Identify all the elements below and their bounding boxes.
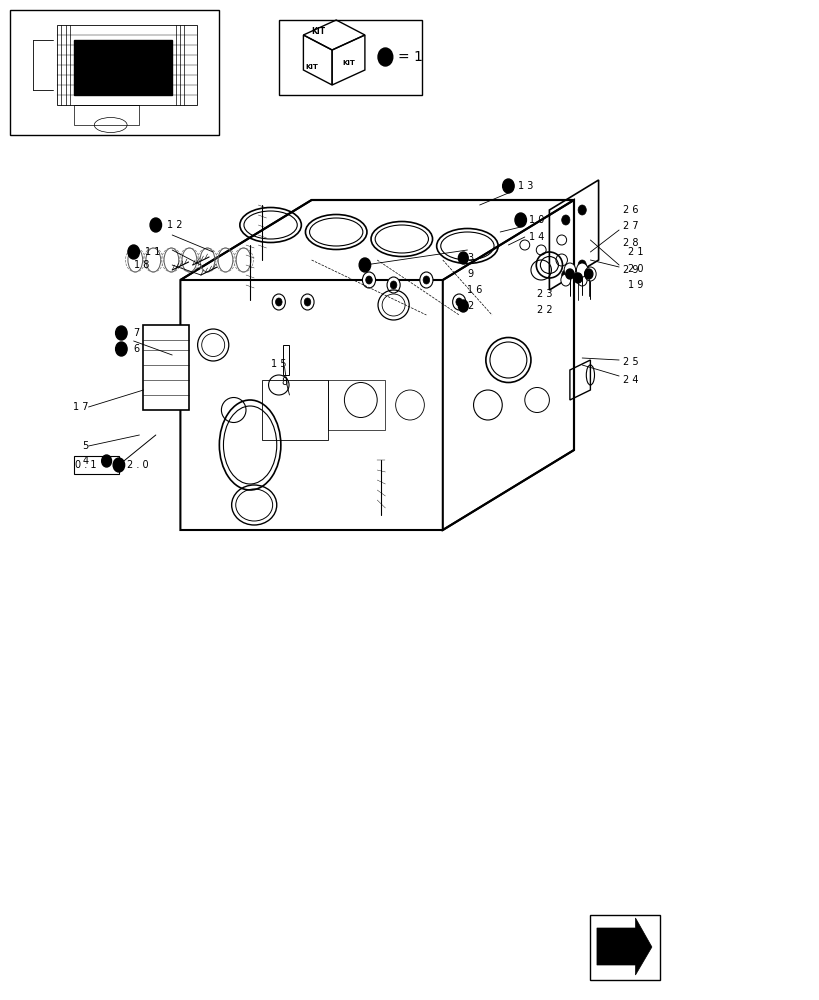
- Text: KIT: KIT: [310, 27, 325, 36]
- Text: = 1: = 1: [397, 50, 422, 64]
- Circle shape: [365, 276, 372, 284]
- Text: 2 4: 2 4: [622, 375, 638, 385]
- Bar: [278, 20, 422, 95]
- Circle shape: [584, 269, 592, 279]
- Text: 2 7: 2 7: [622, 221, 638, 231]
- Text: 2 0: 2 0: [627, 264, 643, 274]
- Text: 2 6: 2 6: [622, 205, 638, 215]
- Bar: [328, 380, 385, 430]
- Text: 1 0: 1 0: [528, 215, 544, 225]
- Circle shape: [301, 294, 314, 310]
- Text: 7: 7: [133, 328, 140, 338]
- Text: 2 2: 2 2: [536, 305, 552, 315]
- Circle shape: [561, 215, 569, 225]
- Circle shape: [362, 272, 375, 288]
- Circle shape: [423, 276, 429, 284]
- Bar: [262, 380, 328, 440]
- Text: 2 9: 2 9: [622, 265, 638, 275]
- Bar: [143, 325, 188, 410]
- Text: KIT: KIT: [342, 60, 355, 66]
- Circle shape: [561, 270, 569, 280]
- Circle shape: [115, 342, 127, 356]
- Text: 2 8: 2 8: [622, 238, 638, 248]
- Circle shape: [419, 272, 432, 288]
- Circle shape: [102, 455, 111, 467]
- Text: 2 5: 2 5: [622, 357, 638, 367]
- Circle shape: [150, 218, 161, 232]
- Circle shape: [577, 205, 586, 215]
- Circle shape: [458, 300, 468, 312]
- Circle shape: [458, 252, 468, 264]
- Text: 5: 5: [82, 441, 88, 451]
- Bar: [283, 345, 288, 375]
- Bar: [590, 915, 659, 980]
- Circle shape: [115, 326, 127, 340]
- Text: 2 3: 2 3: [536, 289, 552, 299]
- Bar: [74, 456, 119, 474]
- Text: KIT: KIT: [305, 64, 318, 70]
- Circle shape: [565, 269, 573, 279]
- Text: 2 . 0: 2 . 0: [127, 460, 148, 470]
- Text: 1 2: 1 2: [167, 220, 183, 230]
- Text: 6: 6: [133, 344, 139, 354]
- Text: 1 5: 1 5: [270, 359, 286, 369]
- Circle shape: [573, 273, 581, 283]
- Text: 3: 3: [467, 253, 473, 263]
- Circle shape: [514, 213, 526, 227]
- Circle shape: [576, 263, 587, 277]
- Text: 1 8: 1 8: [133, 260, 149, 270]
- Text: 4: 4: [83, 456, 88, 466]
- Circle shape: [577, 274, 586, 286]
- Circle shape: [304, 298, 310, 306]
- Bar: [10, 10, 219, 135]
- Circle shape: [387, 277, 400, 293]
- Bar: [57, 25, 197, 105]
- Circle shape: [502, 179, 514, 193]
- Bar: [74, 40, 172, 95]
- Circle shape: [128, 245, 139, 259]
- Circle shape: [390, 281, 396, 289]
- Text: 2 1: 2 1: [627, 247, 643, 257]
- Text: 1 6: 1 6: [467, 285, 482, 295]
- Circle shape: [113, 458, 124, 472]
- Text: 9: 9: [467, 269, 473, 279]
- Text: 2: 2: [467, 301, 473, 311]
- Circle shape: [563, 263, 575, 277]
- Text: 0 . 1: 0 . 1: [75, 460, 97, 470]
- Polygon shape: [596, 918, 651, 975]
- Circle shape: [272, 294, 285, 310]
- Circle shape: [359, 258, 370, 272]
- Text: 1 4: 1 4: [528, 232, 544, 242]
- Circle shape: [275, 298, 282, 306]
- Circle shape: [378, 48, 392, 66]
- Bar: [74, 105, 139, 125]
- Circle shape: [577, 260, 586, 270]
- Text: 1 3: 1 3: [518, 181, 533, 191]
- Text: 1 1: 1 1: [145, 247, 161, 257]
- Text: 1 7: 1 7: [73, 402, 88, 412]
- Circle shape: [455, 298, 462, 306]
- Text: 8: 8: [281, 377, 287, 387]
- Text: 1 9: 1 9: [627, 280, 643, 290]
- Circle shape: [560, 274, 570, 286]
- Circle shape: [452, 294, 465, 310]
- Circle shape: [584, 267, 595, 281]
